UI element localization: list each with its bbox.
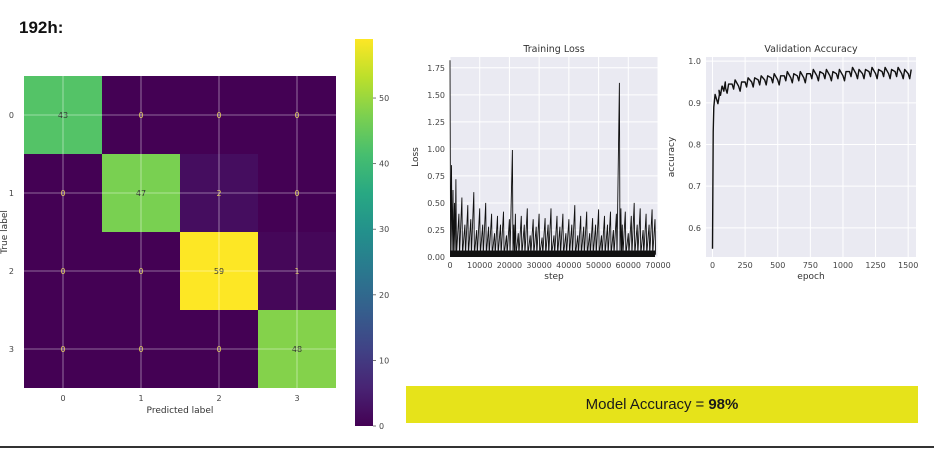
cm-y-tick-label: 2 bbox=[9, 267, 14, 276]
acc-y-tick-label: 1.0 bbox=[688, 57, 701, 66]
model-accuracy-banner: Model Accuracy = 98% bbox=[406, 386, 918, 423]
loss-x-tick-label: 40000 bbox=[556, 261, 581, 270]
loss-x-tick-label: 30000 bbox=[526, 261, 551, 270]
acc-x-axis-label: epoch bbox=[797, 272, 824, 282]
acc-x-tick-label: 750 bbox=[803, 261, 818, 270]
cm-y-tick-label: 1 bbox=[9, 189, 14, 198]
cm-x-tick-label: 2 bbox=[216, 394, 221, 403]
cm-colorbar-tick-label: 50 bbox=[379, 94, 389, 103]
acc-x-tick-label: 500 bbox=[770, 261, 785, 270]
loss-series-line bbox=[449, 60, 657, 255]
acc-y-tick-label: 0.7 bbox=[688, 182, 701, 191]
loss-y-tick-label: 0.00 bbox=[427, 253, 445, 262]
loss-y-tick-label: 1.25 bbox=[427, 118, 445, 127]
confusion-matrix-chart: 4300004720005910004801230123Predicted la… bbox=[0, 39, 389, 431]
acc-x-tick-label: 1500 bbox=[898, 261, 918, 270]
loss-y-tick-label: 1.50 bbox=[427, 91, 445, 100]
cm-y-tick-label: 0 bbox=[9, 111, 14, 120]
loss-plot-area bbox=[450, 57, 658, 257]
cm-colorbar-tick-label: 30 bbox=[379, 225, 389, 234]
cm-x-tick-label: 1 bbox=[138, 394, 143, 403]
acc-series-line bbox=[711, 66, 912, 249]
loss-x-tick-label: 20000 bbox=[497, 261, 522, 270]
loss-y-tick-label: 0.50 bbox=[427, 199, 445, 208]
cm-colorbar bbox=[355, 39, 373, 426]
acc-y-axis-label: accuracy bbox=[667, 136, 677, 177]
acc-plot-area bbox=[706, 57, 916, 257]
model-accuracy-equals: = bbox=[695, 396, 705, 413]
loss-y-tick-label: 1.75 bbox=[427, 64, 445, 73]
acc-y-tick-label: 0.8 bbox=[688, 141, 701, 150]
acc-x-tick-label: 1250 bbox=[865, 261, 885, 270]
cm-colorbar-tick-label: 40 bbox=[379, 160, 389, 169]
loss-x-axis-label: step bbox=[544, 272, 564, 282]
training-loss-chart: 0 10000 20000 30000 40000 50000 60000 70000 0.00… bbox=[411, 44, 671, 282]
cm-y-tick-label: 3 bbox=[9, 345, 14, 354]
acc-x-tick-label: 250 bbox=[737, 261, 752, 270]
loss-y-tick-label: 1.00 bbox=[427, 145, 445, 154]
loss-x-tick-label: 70000 bbox=[645, 261, 670, 270]
loss-x-tick-label: 0 bbox=[447, 261, 452, 270]
loss-y-tick-label: 0.75 bbox=[427, 172, 445, 181]
cm-y-axis-label: True label bbox=[0, 210, 10, 255]
loss-y-axis-label: Loss bbox=[411, 147, 421, 167]
loss-x-tick-label: 60000 bbox=[616, 261, 641, 270]
acc-y-tick-label: 0.6 bbox=[688, 224, 701, 233]
cm-colorbar-tick-label: 20 bbox=[379, 291, 389, 300]
acc-y-tick-label: 0.9 bbox=[688, 99, 701, 108]
acc-x-tick-label: 1000 bbox=[833, 261, 853, 270]
loss-x-tick-label: 10000 bbox=[467, 261, 492, 270]
cm-colorbar-tick-label: 10 bbox=[379, 356, 389, 365]
loss-title: Training Loss bbox=[522, 44, 584, 55]
loss-y-tick-label: 0.25 bbox=[427, 226, 445, 235]
bottom-divider bbox=[0, 446, 934, 448]
validation-accuracy-chart: 0 250 500 750 1000 1250 1500 0.6 0.7 0.8 0.9 1.0 Val… bbox=[667, 44, 918, 282]
model-accuracy-value: 98% bbox=[708, 396, 739, 413]
cm-colorbar-tick-label: 0 bbox=[379, 422, 384, 431]
cm-x-axis-label: Predicted label bbox=[147, 406, 214, 416]
page-heading: 192h: bbox=[19, 18, 64, 37]
acc-x-tick-label: 0 bbox=[710, 261, 715, 270]
loss-x-tick-label: 50000 bbox=[586, 261, 611, 270]
cm-x-tick-label: 0 bbox=[60, 394, 65, 403]
acc-title: Validation Accuracy bbox=[764, 44, 858, 55]
cm-x-tick-label: 3 bbox=[294, 394, 299, 403]
model-accuracy-label: Model Accuracy bbox=[585, 396, 692, 413]
loss-series-noise-floor bbox=[450, 250, 656, 257]
